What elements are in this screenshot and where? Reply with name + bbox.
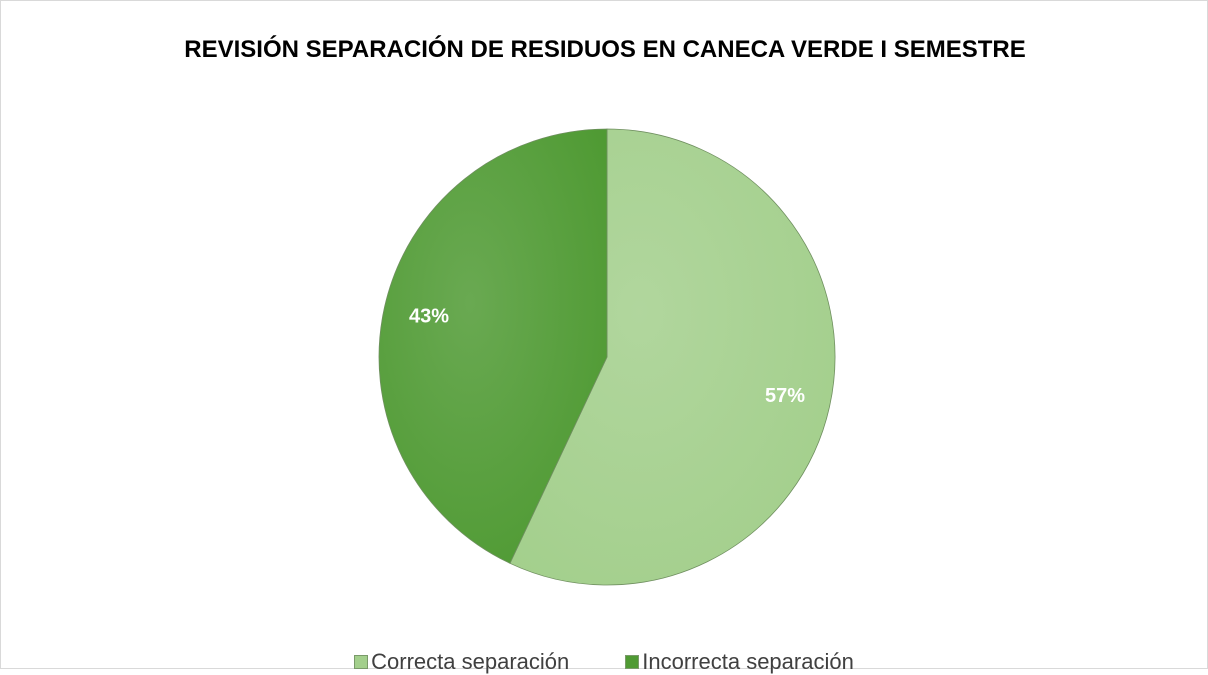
data-label: 43% [409, 305, 449, 327]
legend-swatch [625, 655, 640, 669]
pie-slice [509, 128, 836, 586]
legend-swatch [354, 655, 369, 669]
legend-label: Incorrecta separación [642, 649, 854, 674]
legend-label: Correcta separación [371, 649, 570, 674]
data-label: 57% [765, 385, 805, 407]
chart-title: REVISIÓN SEPARACIÓN DE RESIDUOS EN CANEC… [184, 36, 1026, 63]
legend: Correcta separación Incorrecta separación [1, 649, 1207, 675]
legend-item: Correcta separación [354, 649, 569, 675]
pie-slice [378, 128, 608, 564]
pie-area: 57% 43% [378, 128, 836, 586]
legend-item: Incorrecta separación [625, 649, 854, 675]
